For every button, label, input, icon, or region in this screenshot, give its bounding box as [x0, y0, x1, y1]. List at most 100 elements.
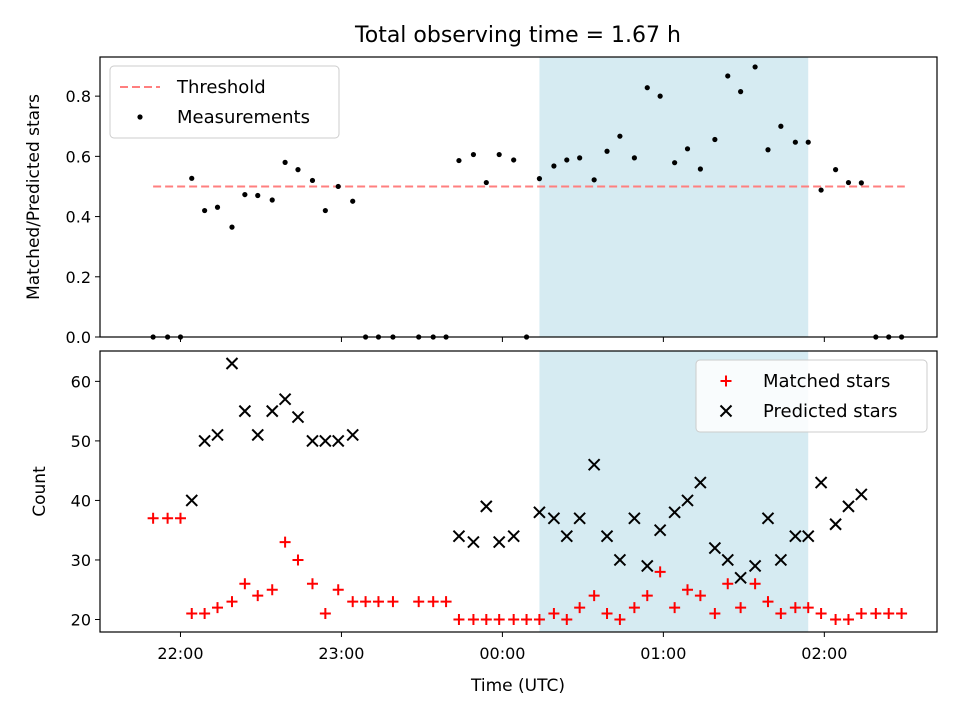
matched-stars-point: [252, 590, 264, 602]
matched-stars-point: [682, 584, 694, 596]
predicted-stars-point: [251, 428, 264, 442]
y-axis-label: Count: [30, 466, 50, 517]
measurements-point: [456, 157, 462, 164]
matched-stars-point: [440, 596, 452, 608]
measurements-point: [564, 157, 570, 163]
matched-stars-point: [306, 578, 318, 590]
matched-stars-point: [883, 608, 895, 620]
matched-stars-point: [574, 602, 586, 614]
predicted-stars-point: [492, 535, 506, 549]
predicted-stars-point: [748, 559, 762, 573]
measurements-point: [295, 167, 301, 173]
measurements-point: [483, 179, 489, 186]
predicted-stars-point: [774, 553, 788, 567]
legend-label-threshold: Threshold: [176, 77, 266, 98]
matched-stars-point: [641, 590, 653, 602]
matched-stars-point: [226, 596, 238, 608]
predicted-stars-point: [855, 488, 868, 501]
x-tick-label: 02:00: [801, 644, 847, 663]
matched-stars-point: [588, 590, 600, 602]
matched-stars-point: [387, 596, 399, 608]
matched-stars-point: [628, 602, 640, 614]
axes-frame: [99, 56, 938, 338]
x-tick-label: 23:00: [318, 644, 364, 663]
legend-label-matched-stars: Matched stars: [763, 371, 890, 392]
matched-stars-point: [870, 608, 882, 620]
matched-stars-point: [614, 613, 626, 625]
matched-stars-point: [749, 578, 761, 590]
measurements-point: [269, 197, 275, 203]
matched-stars-point: [669, 602, 681, 614]
measurements-point: [511, 157, 517, 163]
predicted-stars-point: [668, 506, 681, 519]
y-tick-label: 0.2: [66, 268, 91, 287]
predicted-stars-point: [842, 500, 855, 513]
legend-swatch-matched-stars: [720, 375, 732, 387]
matched-stars-point: [332, 584, 344, 596]
predicted-stars-point: [238, 404, 252, 418]
measurements-point: [470, 151, 477, 158]
predicted-stars-point: [266, 404, 279, 418]
predicted-stars-point: [600, 529, 614, 543]
measurements-point: [832, 167, 839, 173]
predicted-stars-point: [507, 529, 520, 543]
predicted-stars-point: [802, 529, 815, 543]
x-tick-label: 01:00: [640, 644, 686, 663]
ratio-panel: 0.0 0.2 0.4 0.6 0.8 Matched/Predicted stars Th…: [24, 56, 938, 347]
measurements-point: [765, 147, 771, 153]
matched-stars-point: [789, 602, 801, 614]
measurements-point: [577, 155, 583, 161]
measurements-point: [657, 93, 663, 99]
y-tick-label: 40: [71, 491, 91, 510]
y-tick-label: 30: [71, 551, 91, 570]
shaded-interval: [539, 57, 809, 337]
predicted-stars-point: [681, 494, 694, 507]
matched-stars-point: [802, 602, 814, 614]
matched-stars-point: [480, 613, 492, 625]
legend-swatch-measurements: [137, 114, 143, 120]
predicted-stars-point: [573, 512, 586, 525]
measurements-point: [845, 179, 852, 186]
measurements-point: [350, 198, 356, 204]
legend-label-measurements: Measurements: [177, 107, 310, 128]
predicted-stars-point: [332, 434, 345, 448]
predicted-stars-point: [721, 553, 734, 567]
predicted-stars-point: [587, 458, 601, 471]
measurements-point: [778, 123, 784, 129]
measurements-point: [644, 85, 650, 91]
y-tick-label: 20: [71, 610, 91, 629]
y-tick-label: 0.6: [66, 147, 91, 166]
measurements-point: [496, 151, 502, 158]
matched-stars-point: [186, 608, 198, 620]
matched-stars-point: [735, 602, 747, 614]
matched-stars-point: [855, 608, 867, 620]
matched-stars-point: [199, 608, 211, 620]
matched-stars-point: [508, 613, 520, 625]
measurements-point: [189, 175, 195, 181]
predicted-stars-point: [467, 535, 480, 549]
predicted-stars-point: [185, 494, 198, 507]
axes-frame: [99, 350, 938, 633]
predicted-stars-point: [346, 428, 359, 442]
legend: Matched stars Predicted stars: [695, 359, 928, 433]
measurements-point: [202, 207, 208, 214]
measurements-point: [604, 148, 610, 154]
measurements-point: [818, 187, 824, 193]
matched-stars-point: [722, 578, 734, 590]
matched-stars-point: [147, 512, 159, 524]
y-tick-label: 50: [71, 432, 91, 451]
predicted-stars-point: [211, 428, 224, 442]
matched-stars-point: [548, 608, 560, 620]
measurements-point: [752, 64, 758, 70]
predicted-stars-point: [628, 512, 641, 525]
matched-stars-point: [279, 536, 291, 548]
measurements-point: [214, 204, 221, 210]
measurements-point: [309, 177, 316, 184]
matched-stars-point: [775, 608, 787, 620]
x-tick-label: 00:00: [479, 644, 525, 663]
measurements-point: [536, 176, 543, 182]
matched-stars-point: [815, 608, 827, 620]
y-tick-label: 0.4: [66, 208, 91, 227]
x-axis-label: Time (UTC): [470, 676, 565, 696]
